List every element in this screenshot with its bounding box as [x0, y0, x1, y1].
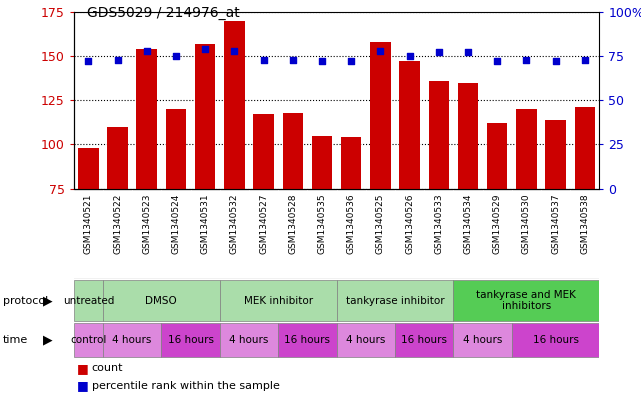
Text: time: time: [3, 335, 28, 345]
Text: 16 hours: 16 hours: [167, 335, 213, 345]
Point: [346, 58, 356, 64]
Text: percentile rank within the sample: percentile rank within the sample: [92, 381, 279, 391]
Point: [200, 46, 210, 52]
Bar: [429, 81, 449, 189]
Text: GSM1340536: GSM1340536: [347, 193, 356, 254]
Bar: [137, 49, 157, 189]
Point: [83, 58, 94, 64]
Text: 4 hours: 4 hours: [229, 335, 269, 345]
Text: GDS5029 / 214976_at: GDS5029 / 214976_at: [87, 6, 239, 20]
Point: [229, 48, 240, 54]
Point: [288, 56, 298, 62]
Text: GSM1340524: GSM1340524: [171, 193, 180, 253]
Text: GSM1340538: GSM1340538: [580, 193, 589, 254]
Bar: [370, 42, 390, 189]
Bar: [453, 323, 512, 357]
Text: GSM1340535: GSM1340535: [317, 193, 326, 254]
Bar: [74, 280, 103, 321]
Text: GSM1340529: GSM1340529: [493, 193, 502, 253]
Bar: [516, 109, 537, 189]
Point: [492, 58, 503, 64]
Text: 4 hours: 4 hours: [112, 335, 152, 345]
Bar: [165, 109, 186, 189]
Text: ■: ■: [77, 362, 88, 375]
Bar: [283, 112, 303, 189]
Text: tankyrase and MEK
inhibitors: tankyrase and MEK inhibitors: [476, 290, 576, 311]
Text: control: control: [70, 335, 106, 345]
Bar: [341, 137, 362, 189]
Bar: [195, 44, 215, 189]
Text: MEK inhibitor: MEK inhibitor: [244, 296, 313, 306]
Text: 16 hours: 16 hours: [533, 335, 579, 345]
Bar: [453, 280, 599, 321]
Text: protocol: protocol: [3, 296, 49, 306]
Bar: [312, 136, 332, 189]
Point: [112, 56, 122, 62]
Point: [433, 49, 444, 55]
Point: [551, 58, 561, 64]
Text: DMSO: DMSO: [146, 296, 177, 306]
Text: GSM1340534: GSM1340534: [463, 193, 472, 253]
Text: 4 hours: 4 hours: [463, 335, 502, 345]
Point: [463, 49, 473, 55]
Text: 16 hours: 16 hours: [401, 335, 447, 345]
Bar: [399, 61, 420, 189]
Point: [521, 56, 531, 62]
Text: GSM1340525: GSM1340525: [376, 193, 385, 253]
Bar: [458, 83, 478, 189]
Text: count: count: [92, 363, 123, 373]
Text: 4 hours: 4 hours: [346, 335, 385, 345]
Text: GSM1340527: GSM1340527: [259, 193, 268, 253]
Point: [404, 53, 415, 59]
Bar: [107, 127, 128, 189]
Bar: [574, 107, 595, 189]
Text: ▶: ▶: [43, 294, 53, 307]
Bar: [103, 323, 162, 357]
Bar: [512, 323, 599, 357]
Text: GSM1340532: GSM1340532: [230, 193, 239, 253]
Bar: [220, 323, 278, 357]
Bar: [103, 280, 220, 321]
Text: ▶: ▶: [43, 333, 53, 347]
Text: GSM1340533: GSM1340533: [434, 193, 443, 254]
Point: [142, 48, 152, 54]
Bar: [224, 20, 245, 189]
Bar: [74, 323, 103, 357]
Bar: [162, 323, 220, 357]
Text: GSM1340522: GSM1340522: [113, 193, 122, 253]
Text: GSM1340531: GSM1340531: [201, 193, 210, 254]
Bar: [395, 323, 453, 357]
Point: [317, 58, 327, 64]
Text: ■: ■: [77, 379, 88, 393]
Text: GSM1340521: GSM1340521: [84, 193, 93, 253]
Point: [375, 48, 385, 54]
Bar: [78, 148, 99, 189]
Bar: [487, 123, 508, 189]
Text: GSM1340523: GSM1340523: [142, 193, 151, 253]
Bar: [337, 280, 453, 321]
Bar: [545, 119, 566, 189]
Point: [579, 56, 590, 62]
Bar: [253, 114, 274, 189]
Text: GSM1340537: GSM1340537: [551, 193, 560, 254]
Text: 16 hours: 16 hours: [285, 335, 330, 345]
Text: GSM1340528: GSM1340528: [288, 193, 297, 253]
Point: [258, 56, 269, 62]
Bar: [337, 323, 395, 357]
Text: GSM1340526: GSM1340526: [405, 193, 414, 253]
Bar: [220, 280, 337, 321]
Text: tankyrase inhibitor: tankyrase inhibitor: [345, 296, 444, 306]
Point: [171, 53, 181, 59]
Text: untreated: untreated: [63, 296, 114, 306]
Bar: [278, 323, 337, 357]
Text: GSM1340530: GSM1340530: [522, 193, 531, 254]
